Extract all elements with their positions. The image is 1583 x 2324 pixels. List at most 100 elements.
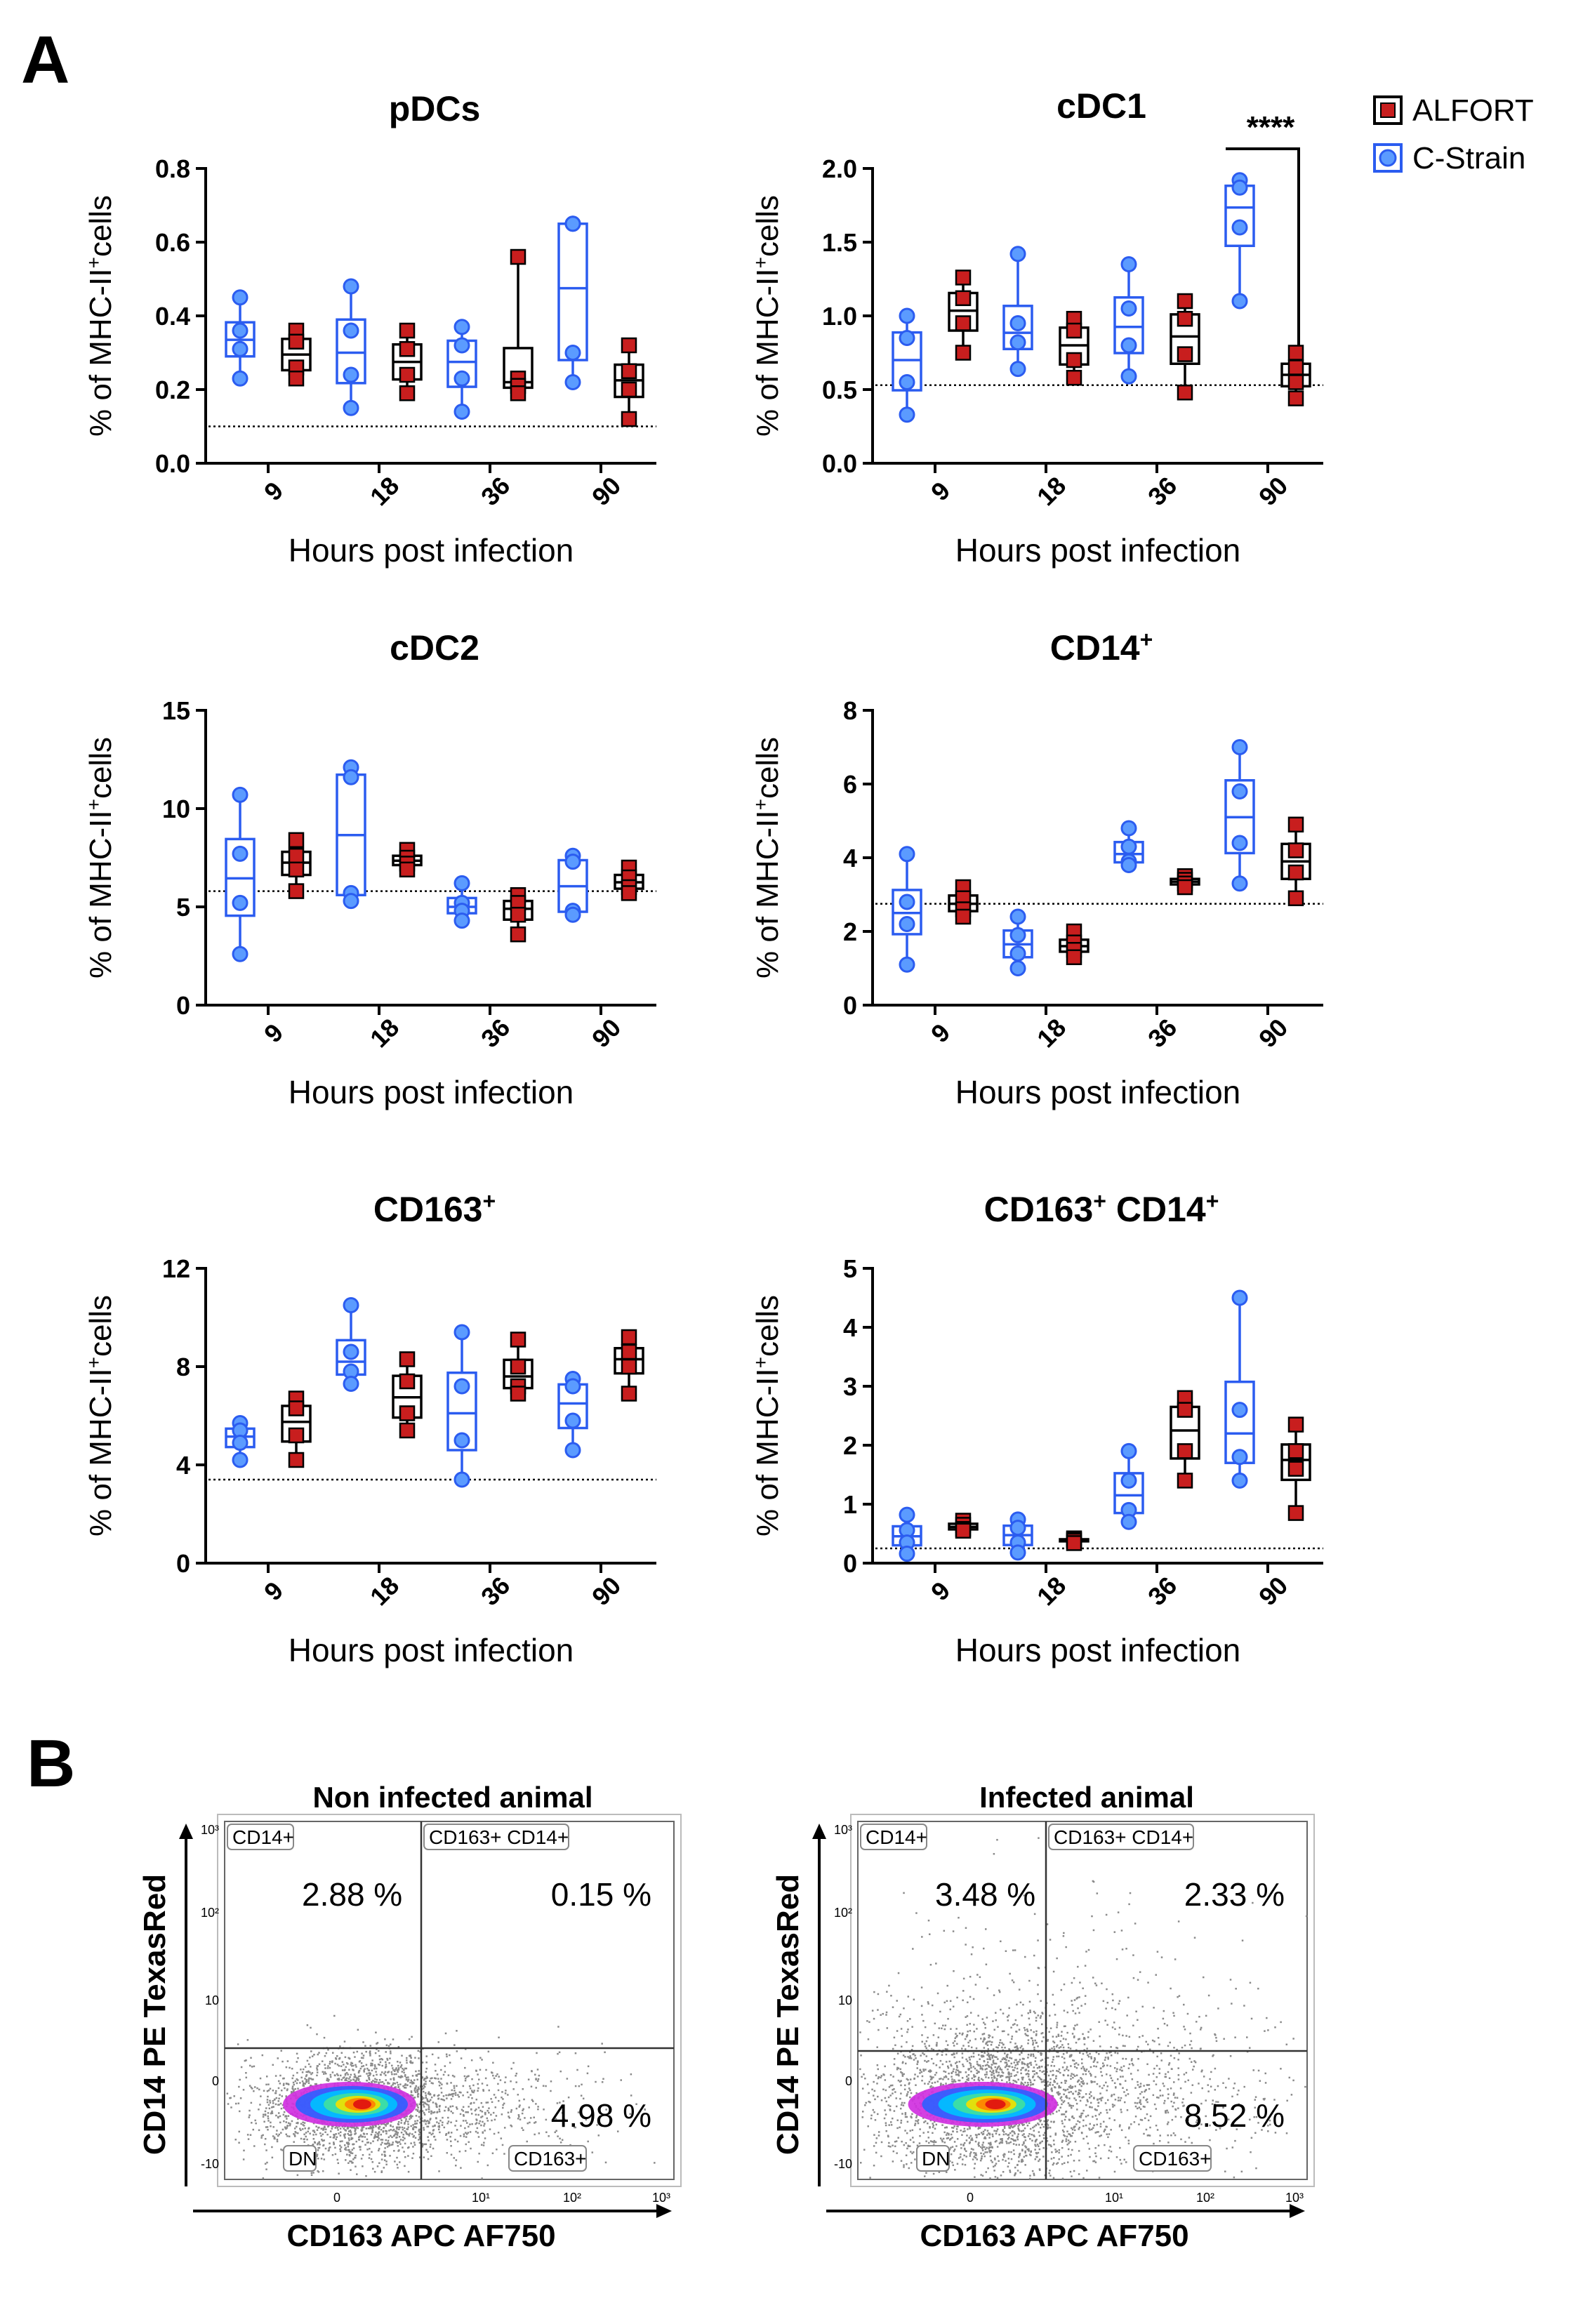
event-dot — [936, 2080, 939, 2083]
event-dot — [1077, 2007, 1079, 2010]
event-dot — [425, 2080, 427, 2083]
event-dot — [1087, 2031, 1089, 2033]
event-dot — [428, 2139, 430, 2142]
event-dot — [421, 2061, 424, 2064]
event-dot — [1139, 1971, 1141, 1973]
event-dot — [1118, 2026, 1121, 2029]
event-dot — [463, 2115, 465, 2117]
event-dot — [443, 2126, 446, 2129]
event-dot — [413, 2126, 416, 2128]
event-dot — [974, 2140, 977, 2143]
event-dot — [601, 2043, 603, 2045]
event-dot — [1050, 2158, 1053, 2160]
x-tick-label: 36 — [475, 1571, 515, 1611]
event-dot — [416, 2091, 419, 2093]
event-dot — [355, 2132, 357, 2134]
event-dot — [293, 2133, 295, 2135]
event-dot — [450, 2110, 453, 2113]
event-dot — [910, 2116, 913, 2119]
event-dot — [485, 2101, 488, 2104]
event-dot — [327, 2049, 329, 2051]
event-dot — [451, 2093, 453, 2095]
data-point — [1177, 384, 1193, 401]
event-dot — [868, 2100, 870, 2103]
data-point — [621, 1386, 637, 1402]
event-dot — [453, 2076, 456, 2078]
event-dot — [1001, 2075, 1004, 2077]
event-dot — [1290, 2094, 1293, 2096]
event-dot — [357, 2028, 359, 2031]
event-dot — [269, 2087, 272, 2090]
event-dot — [418, 2128, 420, 2131]
event-dot — [258, 2129, 260, 2132]
event-dot — [953, 2052, 955, 2054]
event-dot — [567, 2096, 570, 2099]
event-dot — [385, 2143, 388, 2145]
box-cstrain-18 — [336, 278, 366, 416]
event-dot — [1091, 1915, 1093, 1918]
event-dot — [1028, 1979, 1031, 1982]
box-cstrain-36 — [446, 875, 477, 929]
event-dot — [244, 2059, 246, 2062]
event-dot — [1147, 2043, 1149, 2045]
event-dot — [1100, 2134, 1102, 2137]
event-dot — [1080, 2078, 1083, 2080]
event-dot — [601, 2081, 604, 2083]
event-dot — [421, 2110, 424, 2112]
y-tick-label: 3 — [843, 1372, 857, 1401]
event-dot — [345, 2159, 347, 2161]
event-dot — [262, 2134, 264, 2137]
event-dot — [455, 2159, 458, 2161]
event-dot — [947, 2066, 950, 2069]
event-dot — [428, 2122, 430, 2125]
event-dot — [992, 2061, 995, 2064]
event-dot — [922, 2117, 925, 2119]
event-dot — [1017, 2127, 1019, 2130]
event-dot — [360, 2129, 362, 2131]
event-dot — [266, 2101, 269, 2104]
event-dot — [277, 2087, 280, 2090]
event-dot — [304, 2083, 307, 2085]
event-dot — [496, 2149, 498, 2151]
event-dot — [1052, 2069, 1054, 2072]
event-dot — [347, 2143, 350, 2146]
event-dot — [395, 2126, 398, 2129]
event-dot — [537, 2078, 540, 2080]
event-dot — [314, 2083, 317, 2085]
event-dot — [418, 2057, 420, 2059]
data-point — [453, 1324, 470, 1341]
event-dot — [388, 2071, 390, 2073]
event-dot — [272, 2135, 274, 2137]
event-dot — [1111, 2104, 1114, 2106]
y-tick-label: 0.5 — [822, 376, 857, 404]
event-dot — [1000, 2008, 1002, 2011]
event-dot — [909, 2139, 912, 2141]
event-dot — [276, 2138, 279, 2141]
event-dot — [993, 2028, 995, 2031]
event-dot — [291, 2085, 294, 2087]
event-dot — [976, 2063, 979, 2065]
event-dot — [344, 2056, 347, 2059]
event-dot — [462, 2085, 465, 2087]
data-point — [1177, 310, 1193, 327]
event-dot — [972, 2066, 975, 2068]
event-dot — [352, 2143, 355, 2146]
event-dot — [336, 2073, 338, 2076]
event-dot — [991, 2071, 993, 2073]
event-dot — [324, 2071, 326, 2073]
event-dot — [981, 2033, 984, 2036]
event-dot — [477, 2073, 479, 2076]
x-arrowhead — [656, 2204, 672, 2218]
data-point — [453, 875, 470, 891]
y-tick-label: 4 — [843, 844, 857, 872]
event-dot — [1025, 2146, 1028, 2149]
data-point — [288, 1400, 305, 1416]
event-dot — [1105, 2007, 1107, 2010]
event-dot — [530, 2085, 533, 2087]
event-dot — [376, 2139, 379, 2142]
event-dot — [277, 2100, 280, 2102]
event-dot — [1137, 2019, 1139, 2021]
box-cstrain-36 — [1113, 820, 1144, 873]
event-dot — [1183, 2073, 1186, 2076]
